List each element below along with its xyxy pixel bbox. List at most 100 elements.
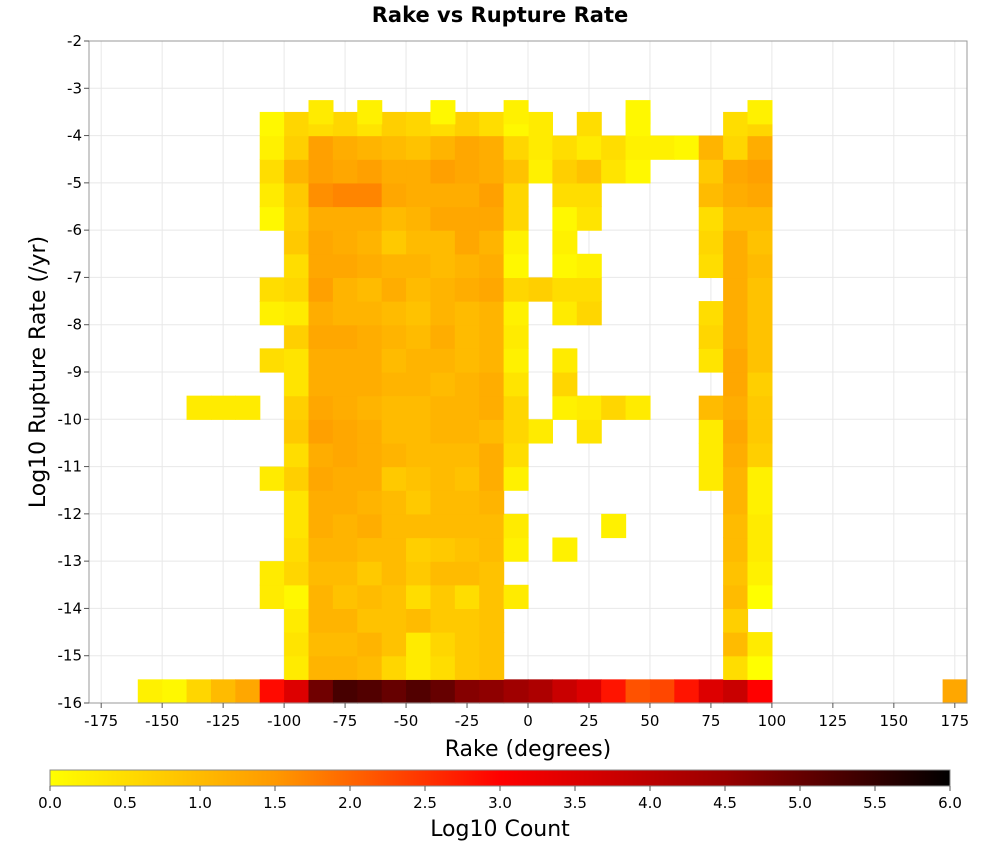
heatmap-cell — [357, 632, 383, 657]
heatmap-cell — [210, 395, 236, 420]
heatmap-cell — [576, 135, 602, 160]
heatmap-cell — [308, 679, 334, 704]
heatmap-cell — [406, 561, 432, 586]
heatmap-cell — [381, 679, 407, 704]
heatmap-cell — [259, 561, 285, 586]
heatmap-cell — [332, 608, 358, 633]
heatmap-cell — [552, 159, 578, 184]
heatmap-cell — [357, 182, 383, 208]
heatmap-cell — [357, 230, 383, 255]
heatmap-cell — [552, 230, 578, 255]
heatmap-cell — [454, 324, 480, 349]
heatmap-cell — [430, 395, 456, 420]
heatmap-cell — [430, 537, 456, 562]
heatmap-cell — [723, 419, 749, 444]
heatmap-cell — [332, 301, 358, 326]
heatmap-cell — [308, 324, 334, 349]
heatmap-cell — [723, 395, 749, 420]
heatmap-cell — [186, 679, 212, 704]
y-tick-label: -6 — [67, 221, 82, 239]
y-tick-label: -9 — [67, 363, 82, 381]
heatmap-cell — [381, 608, 407, 633]
heatmap-cell — [430, 608, 456, 633]
heatmap-cell — [479, 561, 505, 586]
heatmap-cell — [357, 537, 383, 562]
heatmap-cell — [479, 490, 505, 515]
heatmap-cell — [332, 253, 358, 279]
heatmap-cell — [479, 419, 505, 444]
heatmap-cell — [284, 608, 310, 633]
heatmap-cell — [503, 679, 529, 704]
heatmap-cell — [552, 372, 578, 397]
heatmap-cell — [552, 679, 578, 704]
heatmap-cell — [625, 135, 651, 160]
heatmap-cell — [357, 561, 383, 586]
heatmap-cell — [747, 206, 773, 231]
y-tick-label: -13 — [58, 552, 83, 570]
heatmap-cell — [723, 372, 749, 397]
heatmap-cell — [454, 584, 480, 610]
x-tick-label: 25 — [579, 712, 598, 730]
heatmap-cell — [479, 442, 505, 468]
heatmap-cell — [503, 230, 529, 255]
heatmap-cell — [381, 395, 407, 420]
heatmap-cell — [284, 513, 310, 539]
heatmap-cell — [430, 348, 456, 373]
heatmap-cell — [357, 324, 383, 349]
heatmap-cell — [381, 111, 407, 137]
heatmap-cell — [406, 182, 432, 208]
heatmap-cell — [625, 395, 651, 420]
y-tick-label: -14 — [58, 599, 83, 617]
heatmap-cell — [942, 679, 968, 704]
heatmap-cell — [479, 301, 505, 326]
y-tick-label: -16 — [58, 694, 83, 712]
heatmap-cell — [747, 679, 773, 704]
y-tick-label: -7 — [67, 268, 82, 286]
heatmap-cell — [503, 513, 529, 539]
heatmap-cell — [259, 206, 285, 231]
heatmap-cell — [503, 100, 529, 125]
chart-title: Rake vs Rupture Rate — [372, 3, 628, 27]
colorbar-tick-label: 5.5 — [863, 794, 887, 812]
heatmap-cell — [503, 301, 529, 326]
heatmap-cell — [528, 111, 553, 137]
heatmap-cell — [357, 301, 383, 326]
heatmap-cell — [284, 111, 310, 137]
heatmap-cell — [332, 584, 358, 610]
heatmap-cell — [430, 442, 456, 468]
heatmap-cell — [454, 679, 480, 704]
heatmap-cell — [284, 419, 310, 444]
heatmap-cell — [698, 230, 724, 255]
heatmap-cell — [259, 584, 285, 610]
heatmap-cell — [698, 324, 724, 349]
heatmap-cell — [381, 632, 407, 657]
heatmap-cell — [503, 372, 529, 397]
colorbar-tick-label: 6.0 — [938, 794, 962, 812]
heatmap-cell — [332, 159, 358, 184]
heatmap-cell — [747, 100, 773, 125]
heatmap-cell — [284, 395, 310, 420]
heatmap-cell — [747, 561, 773, 586]
heatmap-cell — [479, 537, 505, 562]
heatmap-cell — [259, 135, 285, 160]
heatmap-cell — [210, 679, 236, 704]
heatmap-cell — [747, 655, 773, 680]
heatmap-cell — [625, 679, 651, 704]
heatmap-cell — [406, 324, 432, 349]
heatmap-cell — [698, 301, 724, 326]
heatmap-cell — [259, 679, 285, 704]
heatmap-cell — [284, 159, 310, 184]
colorbar-tick-label: 3.5 — [563, 794, 587, 812]
heatmap-cell — [576, 206, 602, 231]
y-tick-label: -3 — [67, 79, 82, 97]
heatmap-cell — [747, 159, 773, 184]
heatmap-cell — [698, 466, 724, 491]
heatmap-cell — [454, 419, 480, 444]
heatmap-cell — [454, 159, 480, 184]
heatmap-cell — [284, 442, 310, 468]
x-tick-label: -75 — [333, 712, 358, 730]
heatmap-cell — [332, 466, 358, 491]
heatmap-cell — [576, 395, 602, 420]
heatmap-cell — [552, 206, 578, 231]
